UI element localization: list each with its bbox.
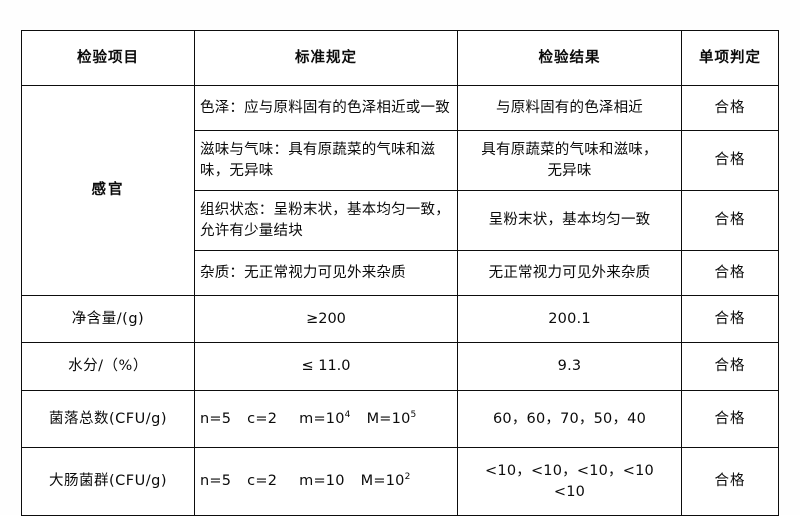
spec-m-value: m=10 [299, 473, 345, 490]
cell-result-plate-count: 60，60，70，50，40 [457, 390, 682, 448]
cell-spec-coliform: n=5 c=2 m=10 M=102 [194, 447, 458, 516]
cell-result-moisture: 9.3 [457, 342, 682, 391]
spec-m-value: m=10 [299, 410, 345, 427]
cell-verdict-color: 合格 [681, 85, 779, 131]
cell-verdict-net-content: 合格 [681, 295, 779, 343]
cell-spec-plate-count: n=5 c=2 m=104 M=105 [194, 390, 458, 448]
table-row: 滋味与气味：具有原蔬菜的气味和滋味，无异味 具有原蔬菜的气味和滋味， 无异味 合… [22, 130, 779, 191]
cell-spec-color: 色泽：应与原料固有的色泽相近或一致 [194, 85, 458, 131]
cell-spec-impurities: 杂质：无正常视力可见外来杂质 [194, 250, 458, 296]
table-row: 杂质：无正常视力可见外来杂质 无正常视力可见外来杂质 合格 [22, 250, 779, 296]
cell-result-impurities: 无正常视力可见外来杂质 [457, 250, 682, 296]
cell-spec-net-content: ≥200 [194, 295, 458, 343]
result-line-2: 无异味 [547, 162, 592, 179]
spec-m-exponent: 4 [344, 409, 351, 420]
cell-spec-texture: 组织状态：呈粉末状，基本均匀一致，允许有少量结块 [194, 190, 458, 251]
cell-item-coliform: 大肠菌群(CFU/g) [21, 447, 195, 516]
result-line-1: <10，<10，<10，<10 [485, 462, 654, 479]
cell-item-sensory: 感官 [21, 85, 195, 296]
spec-n-value: n=5 [200, 473, 232, 490]
inspection-table-container: 检验项目 标准规定 检验结果 单项判定 感官 色泽：应与原料固有的色泽相近或一致… [21, 30, 779, 516]
spec-c-value: c=2 [247, 473, 278, 490]
spec-M-value: M=10 [366, 410, 411, 427]
table-row: 净含量/(g) ≥200 200.1 合格 [21, 295, 779, 343]
cell-result-texture: 呈粉末状，基本均匀一致 [457, 190, 682, 251]
table-row: 大肠菌群(CFU/g) n=5 c=2 m=10 M=102 <10，<10，<10，… [21, 447, 779, 516]
spec-c-value: c=2 [247, 410, 278, 427]
header-inspection-item: 检验项目 [21, 30, 195, 86]
table-header-row: 检验项目 标准规定 检验结果 单项判定 [21, 30, 779, 86]
cell-verdict-moisture: 合格 [681, 342, 779, 391]
cell-spec-moisture: ≤ 11.0 [194, 342, 458, 391]
cell-spec-taste-odor: 滋味与气味：具有原蔬菜的气味和滋味，无异味 [194, 130, 458, 191]
cell-result-coliform: <10，<10，<10，<10 <10 [457, 447, 682, 516]
table-row: 水分/（%） ≤ 11.0 9.3 合格 [21, 342, 779, 391]
cell-result-taste-odor: 具有原蔬菜的气味和滋味， 无异味 [457, 130, 682, 191]
spec-M-exponent: 2 [404, 472, 411, 483]
table-row: 组织状态：呈粉末状，基本均匀一致，允许有少量结块 呈粉末状，基本均匀一致 合格 [22, 190, 779, 251]
cell-verdict-plate-count: 合格 [681, 390, 779, 448]
table-row: 感官 色泽：应与原料固有的色泽相近或一致 与原料固有的色泽相近 合格 [21, 85, 779, 296]
result-line-1: 具有原蔬菜的气味和滋味， [481, 141, 658, 158]
cell-verdict-taste-odor: 合格 [681, 130, 779, 191]
header-single-verdict: 单项判定 [681, 30, 779, 86]
table-row: 菌落总数(CFU/g) n=5 c=2 m=104 M=105 60，60，70，50… [21, 390, 779, 448]
cell-verdict-impurities: 合格 [681, 250, 779, 296]
cell-item-net-content: 净含量/(g) [21, 295, 195, 343]
cell-verdict-texture: 合格 [681, 190, 779, 251]
spec-M-exponent: 5 [410, 409, 417, 420]
inspection-report-table: 检验项目 标准规定 检验结果 单项判定 感官 色泽：应与原料固有的色泽相近或一致… [21, 30, 779, 516]
result-line-2: <10 [553, 483, 586, 500]
header-standard-requirement: 标准规定 [194, 30, 458, 86]
spec-n-value: n=5 [200, 410, 232, 427]
cell-verdict-coliform: 合格 [681, 447, 779, 516]
spec-M-value: M=10 [360, 473, 405, 490]
cell-result-net-content: 200.1 [457, 295, 682, 343]
cell-item-plate-count: 菌落总数(CFU/g) [21, 390, 195, 448]
cell-result-color: 与原料固有的色泽相近 [457, 85, 682, 131]
cell-item-moisture: 水分/（%） [21, 342, 195, 391]
header-inspection-result: 检验结果 [457, 30, 682, 86]
